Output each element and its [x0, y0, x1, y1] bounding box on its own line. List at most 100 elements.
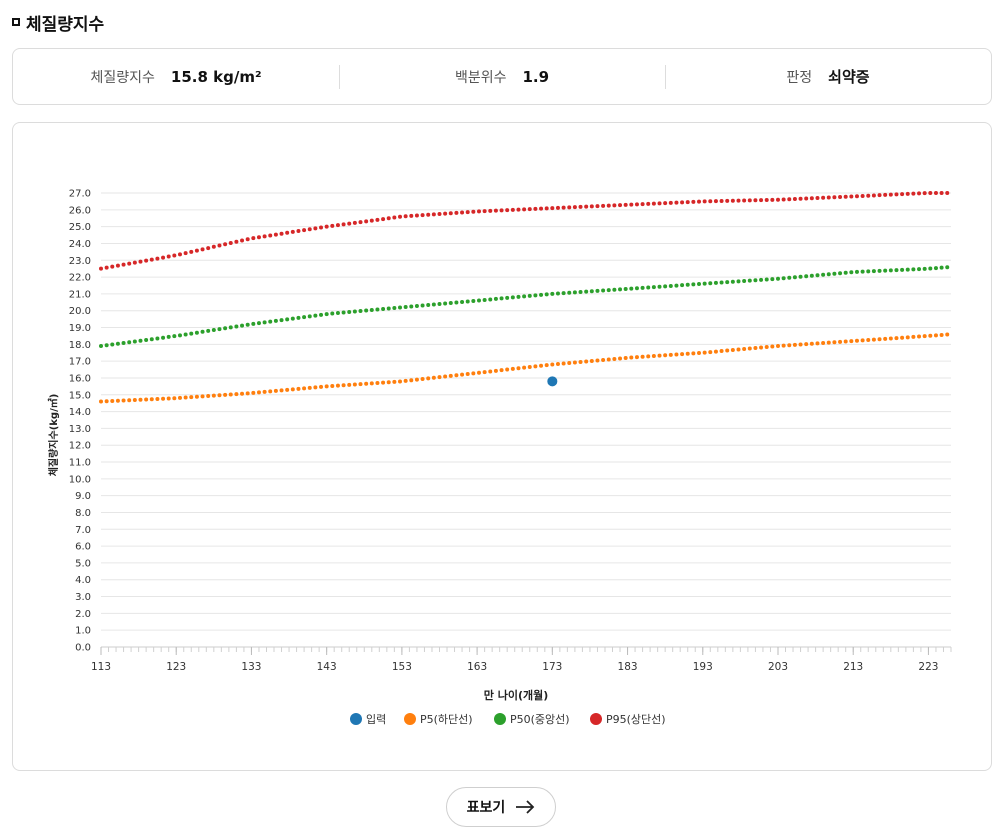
data-point: [324, 312, 329, 317]
table-view-button[interactable]: 표보기: [446, 787, 556, 827]
data-point: [629, 286, 634, 291]
data-point: [386, 216, 391, 221]
legend-marker: [494, 713, 506, 725]
data-point: [330, 311, 335, 316]
data-point: [911, 334, 916, 339]
data-point: [561, 205, 566, 210]
data-point: [375, 217, 380, 222]
table-view-label: 표보기: [466, 800, 506, 816]
data-point: [629, 202, 634, 207]
data-point: [561, 291, 566, 296]
data-point: [888, 336, 893, 341]
data-point: [341, 383, 346, 388]
data-point: [601, 357, 606, 362]
y-tick-label: 21.0: [69, 289, 91, 300]
data-point: [409, 378, 414, 383]
y-tick-label: 0.0: [75, 643, 91, 654]
data-point: [933, 191, 938, 195]
data-point: [809, 196, 814, 201]
data-point: [132, 339, 137, 344]
data-point: [251, 236, 256, 241]
data-point: [933, 333, 938, 338]
data-point: [290, 229, 295, 234]
data-point: [177, 395, 182, 400]
data-point: [488, 208, 493, 213]
data-point: [307, 227, 312, 232]
data-point: [522, 207, 527, 212]
data-point: [595, 288, 600, 293]
data-point: [871, 269, 876, 274]
data-point: [262, 389, 267, 394]
data-point: [651, 354, 656, 359]
data-point: [330, 383, 335, 388]
data-point: [685, 282, 690, 287]
data-point: [99, 344, 103, 349]
data-point: [296, 386, 301, 391]
data-point: [127, 398, 132, 403]
data-point: [719, 198, 724, 203]
data-point: [522, 294, 527, 299]
data-point: [335, 383, 340, 388]
data-point: [578, 289, 583, 294]
y-tick-label: 22.0: [69, 273, 91, 284]
data-point: [211, 244, 216, 249]
data-point: [183, 395, 188, 400]
data-point: [488, 297, 493, 302]
data-point: [815, 273, 820, 278]
data-point: [335, 223, 340, 228]
percentile-value: 1.9: [522, 67, 550, 86]
data-point: [448, 373, 453, 378]
data-point: [115, 341, 120, 346]
data-point: [527, 365, 532, 370]
data-point: [240, 238, 245, 243]
data-point: [905, 267, 910, 272]
data-point: [775, 344, 780, 349]
data-point: [144, 337, 149, 342]
data-point: [708, 350, 713, 355]
data-point: [443, 301, 448, 306]
data-point: [584, 289, 589, 294]
data-point: [634, 286, 639, 291]
x-tick-label: 143: [317, 661, 337, 673]
data-point: [849, 194, 854, 199]
data-point: [183, 251, 188, 256]
data-point: [240, 323, 245, 328]
data-point: [302, 228, 307, 233]
data-point: [674, 283, 679, 288]
y-tick-label: 10.0: [69, 474, 91, 485]
data-point: [364, 381, 369, 386]
data-point: [612, 287, 617, 292]
data-point: [539, 292, 544, 297]
y-tick-label: 26.0: [69, 205, 91, 216]
data-point: [888, 192, 893, 197]
legend-label: 입력: [366, 713, 386, 726]
data-point: [809, 341, 814, 346]
data-point: [713, 280, 718, 285]
data-point: [268, 319, 273, 324]
data-point: [702, 350, 707, 355]
data-point: [826, 272, 831, 277]
data-point: [386, 306, 391, 311]
data-point: [352, 309, 357, 314]
data-point: [341, 310, 346, 315]
y-tick-label: 19.0: [69, 323, 91, 334]
data-point: [900, 192, 905, 197]
data-point: [770, 277, 775, 282]
y-tick-label: 2.0: [75, 609, 91, 620]
data-point: [476, 209, 481, 214]
data-point: [533, 364, 538, 369]
data-point: [832, 340, 837, 345]
y-tick-label: 20.0: [69, 306, 91, 317]
legend-marker: [590, 713, 602, 725]
data-point: [200, 394, 205, 399]
data-point: [928, 333, 933, 338]
y-tick-label: 13.0: [69, 424, 91, 435]
data-point: [680, 352, 685, 357]
data-point: [251, 390, 256, 395]
data-point: [290, 316, 295, 321]
data-point: [290, 387, 295, 392]
data-point: [211, 393, 216, 398]
data-point: [843, 194, 848, 199]
data-point: [510, 295, 515, 300]
data-point: [945, 332, 950, 337]
